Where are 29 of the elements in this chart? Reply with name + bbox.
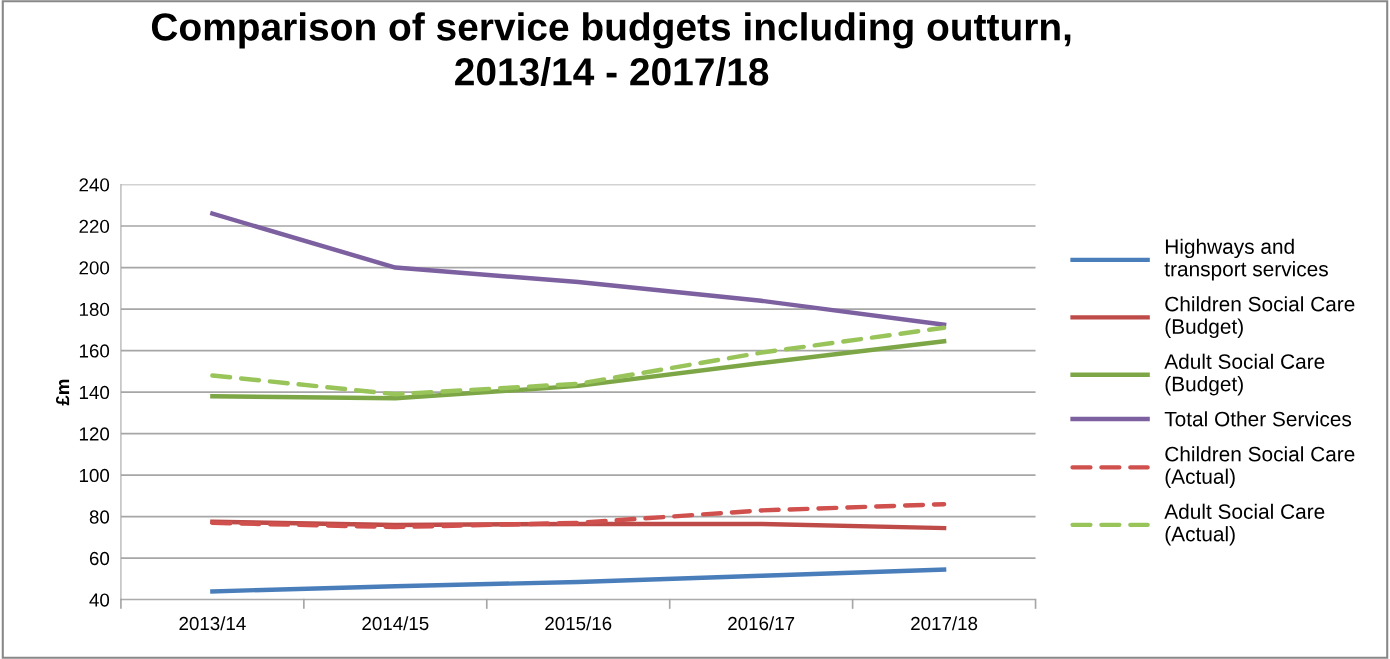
y-tick-label: 240 — [79, 178, 110, 192]
legend-label: Adult Social Care (Budget) — [1164, 353, 1325, 396]
legend-label: Highways and transport services — [1164, 238, 1328, 281]
y-tick-label: 60 — [89, 551, 110, 566]
line-series — [210, 567, 947, 594]
y-axis-title: £m — [56, 379, 70, 406]
y-tick-label: 220 — [79, 219, 110, 234]
y-tick-label: 200 — [79, 261, 110, 275]
chart-title: Comparison of service budgets including outturn, 2013/14 - 2017/18 — [151, 12, 1071, 86]
x-tick-label: 2014/15 — [362, 616, 429, 631]
legend-label: Children Social Care (Budget) — [1165, 296, 1355, 339]
x-tick-label: 2015/16 — [545, 616, 612, 631]
y-tick-label: 120 — [79, 427, 110, 441]
legend-label: Children Social Care (Actual) — [1165, 446, 1355, 489]
x-tick-label: 2017/18 — [911, 616, 978, 631]
line-series — [210, 501, 947, 530]
x-tick-label: 2013/14 — [179, 616, 246, 631]
x-tick-label: 2016/17 — [728, 616, 795, 631]
y-tick-label: 100 — [79, 468, 110, 483]
line-series — [210, 339, 947, 401]
y-tick-label: 80 — [89, 510, 110, 524]
y-tick-label: 140 — [79, 385, 110, 400]
y-tick-label: 40 — [89, 593, 110, 607]
line-series — [210, 211, 947, 327]
y-tick-label: 160 — [79, 344, 110, 358]
y-tick-label: 180 — [79, 302, 110, 317]
line-series — [210, 325, 947, 397]
legend-label: Total Other Services — [1164, 411, 1352, 427]
legend-label: Adult Social Care (Actual) — [1164, 503, 1325, 546]
